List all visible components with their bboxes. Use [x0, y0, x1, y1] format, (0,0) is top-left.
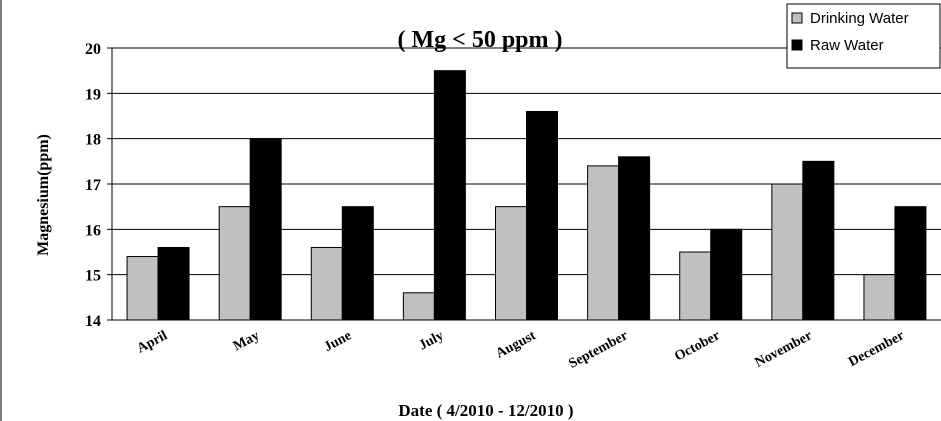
bar-raw-water-july — [433, 70, 466, 321]
legend-label-drinking-water: Drinking Water — [810, 10, 909, 27]
legend-swatch-drinking-water — [791, 12, 803, 24]
y-tick-label-15: 15 — [85, 268, 101, 285]
bar-drinking-water-november — [771, 183, 804, 321]
bar-drinking-water-december — [863, 274, 896, 321]
x-tick-label-december: December — [846, 328, 907, 370]
bar-drinking-water-july — [402, 292, 435, 321]
x-tick-labels: April May June July August September October No… — [135, 328, 907, 372]
bar-raw-water-december — [894, 206, 927, 321]
bar-drinking-water-august — [495, 206, 527, 321]
y-tick-label-19: 19 — [85, 86, 101, 103]
x-tick-label-september: September — [566, 328, 630, 372]
y-tick-label-16: 16 — [85, 222, 101, 239]
bar-drinking-water-september — [587, 165, 620, 321]
bar-raw-water-september — [618, 156, 651, 321]
chart-title: ( Mg < 50 ppm ) — [398, 27, 563, 53]
bars — [126, 70, 927, 321]
bar-raw-water-november — [802, 160, 835, 321]
x-tick-label-july: July — [417, 328, 447, 353]
x-tick-label-november: November — [753, 328, 815, 370]
bar-drinking-water-june — [310, 246, 343, 321]
x-axis-label: Date ( 4/2010 - 12/2010 ) — [398, 401, 573, 420]
y-axis-label: Magnesium(ppm) — [35, 134, 52, 256]
bar-drinking-water-october — [679, 251, 712, 321]
legend-label-raw-water: Raw Water — [810, 37, 884, 54]
legend-swatch-raw-water — [791, 39, 803, 51]
x-tick-label-may: May — [231, 328, 262, 354]
bar-drinking-water-may — [218, 206, 251, 321]
y-tick-labels: 14 15 16 17 18 19 20 — [85, 41, 101, 330]
bar-raw-water-august — [526, 110, 558, 321]
x-tick-label-april: April — [135, 328, 170, 356]
x-tick-label-august: August — [494, 328, 539, 361]
y-tick-label-20: 20 — [85, 41, 101, 58]
x-tick-label-june: June — [322, 328, 354, 355]
bar-drinking-water-april — [126, 256, 159, 321]
y-tick-label-14: 14 — [85, 313, 101, 330]
y-tick-label-18: 18 — [85, 132, 101, 149]
x-tick-label-october: October — [672, 328, 722, 364]
y-tick-label-17: 17 — [85, 177, 101, 194]
legend-box — [786, 3, 941, 69]
bar-raw-water-october — [710, 228, 743, 321]
bar-raw-water-june — [341, 206, 374, 321]
legend: Drinking Water Raw Water — [786, 3, 941, 69]
bar-raw-water-may — [249, 138, 282, 321]
bar-raw-water-april — [157, 246, 190, 321]
